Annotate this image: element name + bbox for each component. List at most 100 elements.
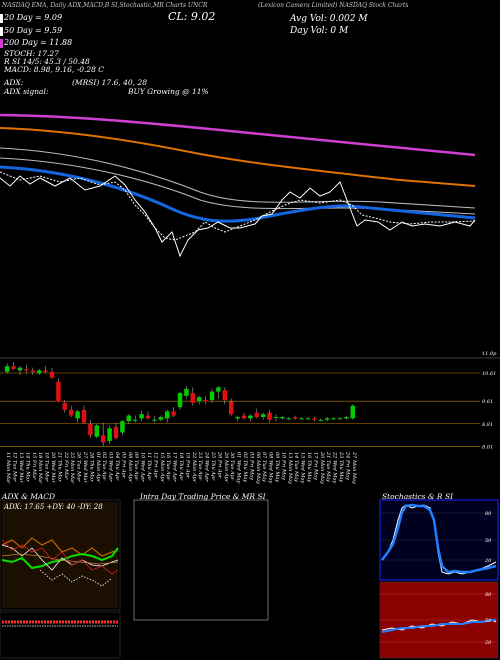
candle-body [260, 414, 266, 417]
candle-body [273, 416, 279, 418]
candle-body [267, 412, 272, 420]
date-tick-label: 24 Fri May [344, 451, 350, 480]
date-tick-label: 03 Wed Apr [108, 452, 114, 482]
candle-body [158, 416, 164, 420]
candle-body [248, 415, 253, 419]
date-tick-label: 10 Wed Apr [140, 452, 146, 482]
ema-lines [0, 113, 476, 258]
date-tick-label: 21 Tue May [325, 451, 331, 482]
date-tick-label: 23 Thu May [338, 451, 344, 482]
ema20-swatch [0, 14, 3, 23]
price-level-label: 8.01 [482, 444, 493, 450]
price-level-label: 8.81 [482, 422, 493, 428]
ema200-label: 200 Day = 11.88 [4, 38, 73, 47]
intraday-panel [133, 499, 269, 621]
candle-body [292, 416, 298, 419]
candle-body [94, 425, 100, 437]
ema50-line [0, 165, 476, 223]
date-tick-label: 26 Fri Apr [216, 451, 222, 479]
candle-body [184, 388, 189, 396]
adx-red-line [1, 539, 119, 575]
candle-body [113, 426, 119, 439]
candle-body [81, 409, 87, 423]
candle-body [344, 416, 349, 419]
candle-body [152, 419, 157, 421]
buy-signal: BUY Growing @ 11% [128, 87, 209, 96]
date-tick-label: 24 Wed Apr [204, 451, 210, 482]
date-tick-label: 22 Fri Mar [63, 451, 69, 480]
stoch-20: 20 [484, 558, 492, 564]
date-tick-label: 15 Wed May [300, 452, 306, 484]
adx-label: ADX: [4, 78, 24, 87]
date-tick-label: 17 Fri May [312, 452, 318, 480]
date-tick-label: 19 Fri Apr [184, 452, 190, 479]
date-tick-label: 19 Tue Mar [44, 452, 50, 482]
stoch-title: Stochastics & R SI [382, 492, 454, 501]
macd-panel [0, 611, 121, 659]
date-tick-label: 28 Thu Mar [88, 451, 94, 482]
candle-body [62, 402, 68, 410]
candle-body [132, 419, 138, 421]
ema-magenta-line [0, 113, 476, 157]
candle-body [49, 371, 55, 378]
candle-body [222, 390, 228, 401]
candle-body [11, 366, 16, 370]
date-tick-label: 07 Tue May [261, 452, 267, 482]
candle-body [17, 367, 23, 371]
candle-body [75, 411, 80, 419]
candle-body [254, 412, 260, 417]
candle-body [126, 415, 132, 422]
date-tick-label: 09 Thu May [274, 452, 280, 482]
avg-volume: Avg Vol: 0.002 M [290, 14, 368, 24]
date-tick-label: 15 Fri Mar [31, 452, 37, 480]
ema-grey-upper [0, 147, 476, 209]
candle-body [145, 415, 151, 419]
candle-body [209, 391, 215, 401]
ema-grey-lower [0, 157, 476, 215]
date-tick-label: 01 Wed May [236, 452, 242, 484]
date-tick-label: 10 Fri May [280, 452, 286, 480]
candle-body [305, 418, 311, 420]
rsi-80: 80 [485, 592, 492, 598]
price-top-label: 11.0p [482, 351, 497, 357]
candle-body [164, 411, 170, 419]
date-tick-label: 16 Tue Apr [165, 452, 171, 481]
candle-body [350, 405, 356, 419]
candle-body [318, 419, 324, 421]
candle-body [100, 435, 106, 443]
ema50-swatch [0, 27, 3, 36]
day-volume: Day Vol: 0 M [290, 26, 349, 36]
candle-body [24, 369, 29, 371]
date-tick-label: 17 Wed Apr [172, 452, 178, 482]
candle-body [196, 397, 202, 402]
date-tick-label: 05 Fri Apr [120, 452, 126, 479]
candle-body [203, 400, 208, 402]
candle-body [68, 409, 74, 416]
candle-body [177, 393, 183, 408]
rsi-blue-line [381, 619, 496, 633]
stoch-80: 80 [485, 511, 492, 517]
date-tick-label: 21 Thu Mar [56, 451, 62, 482]
ema20-label: 20 Day = 9.09 [4, 13, 63, 22]
candle-body [286, 418, 292, 420]
candle-body [228, 401, 234, 415]
adx-dotted-line [39, 569, 113, 587]
date-tick-label: 08 Mon Apr [127, 452, 133, 483]
price-line [0, 175, 476, 258]
date-tick-label: 29 Mon Apr [223, 451, 229, 483]
date-tick-label: 22 Mon Apr [191, 451, 197, 483]
candle-body [216, 387, 221, 392]
date-tick-label: 27 Wed Mar [82, 451, 88, 484]
stoch-d-line [381, 503, 497, 574]
macd-label: MACD: 8.98, 9.16, -0.28 C [4, 65, 105, 74]
date-tick-label: 18 Mon Mar [37, 452, 43, 484]
candle-body [56, 381, 61, 402]
candle-body [120, 421, 125, 433]
date-tick-label: 18 Thu Apr [178, 452, 184, 481]
adx-panel-title: ADX & MACD [2, 492, 56, 501]
date-tick-label: 12 Fri Apr [152, 452, 158, 479]
symbol-overlay: NASDAQ EMA, Daily ADX,MACD,B SI,Stochast… [2, 2, 208, 9]
date-tick-label: 25 Thu Apr [210, 451, 216, 481]
